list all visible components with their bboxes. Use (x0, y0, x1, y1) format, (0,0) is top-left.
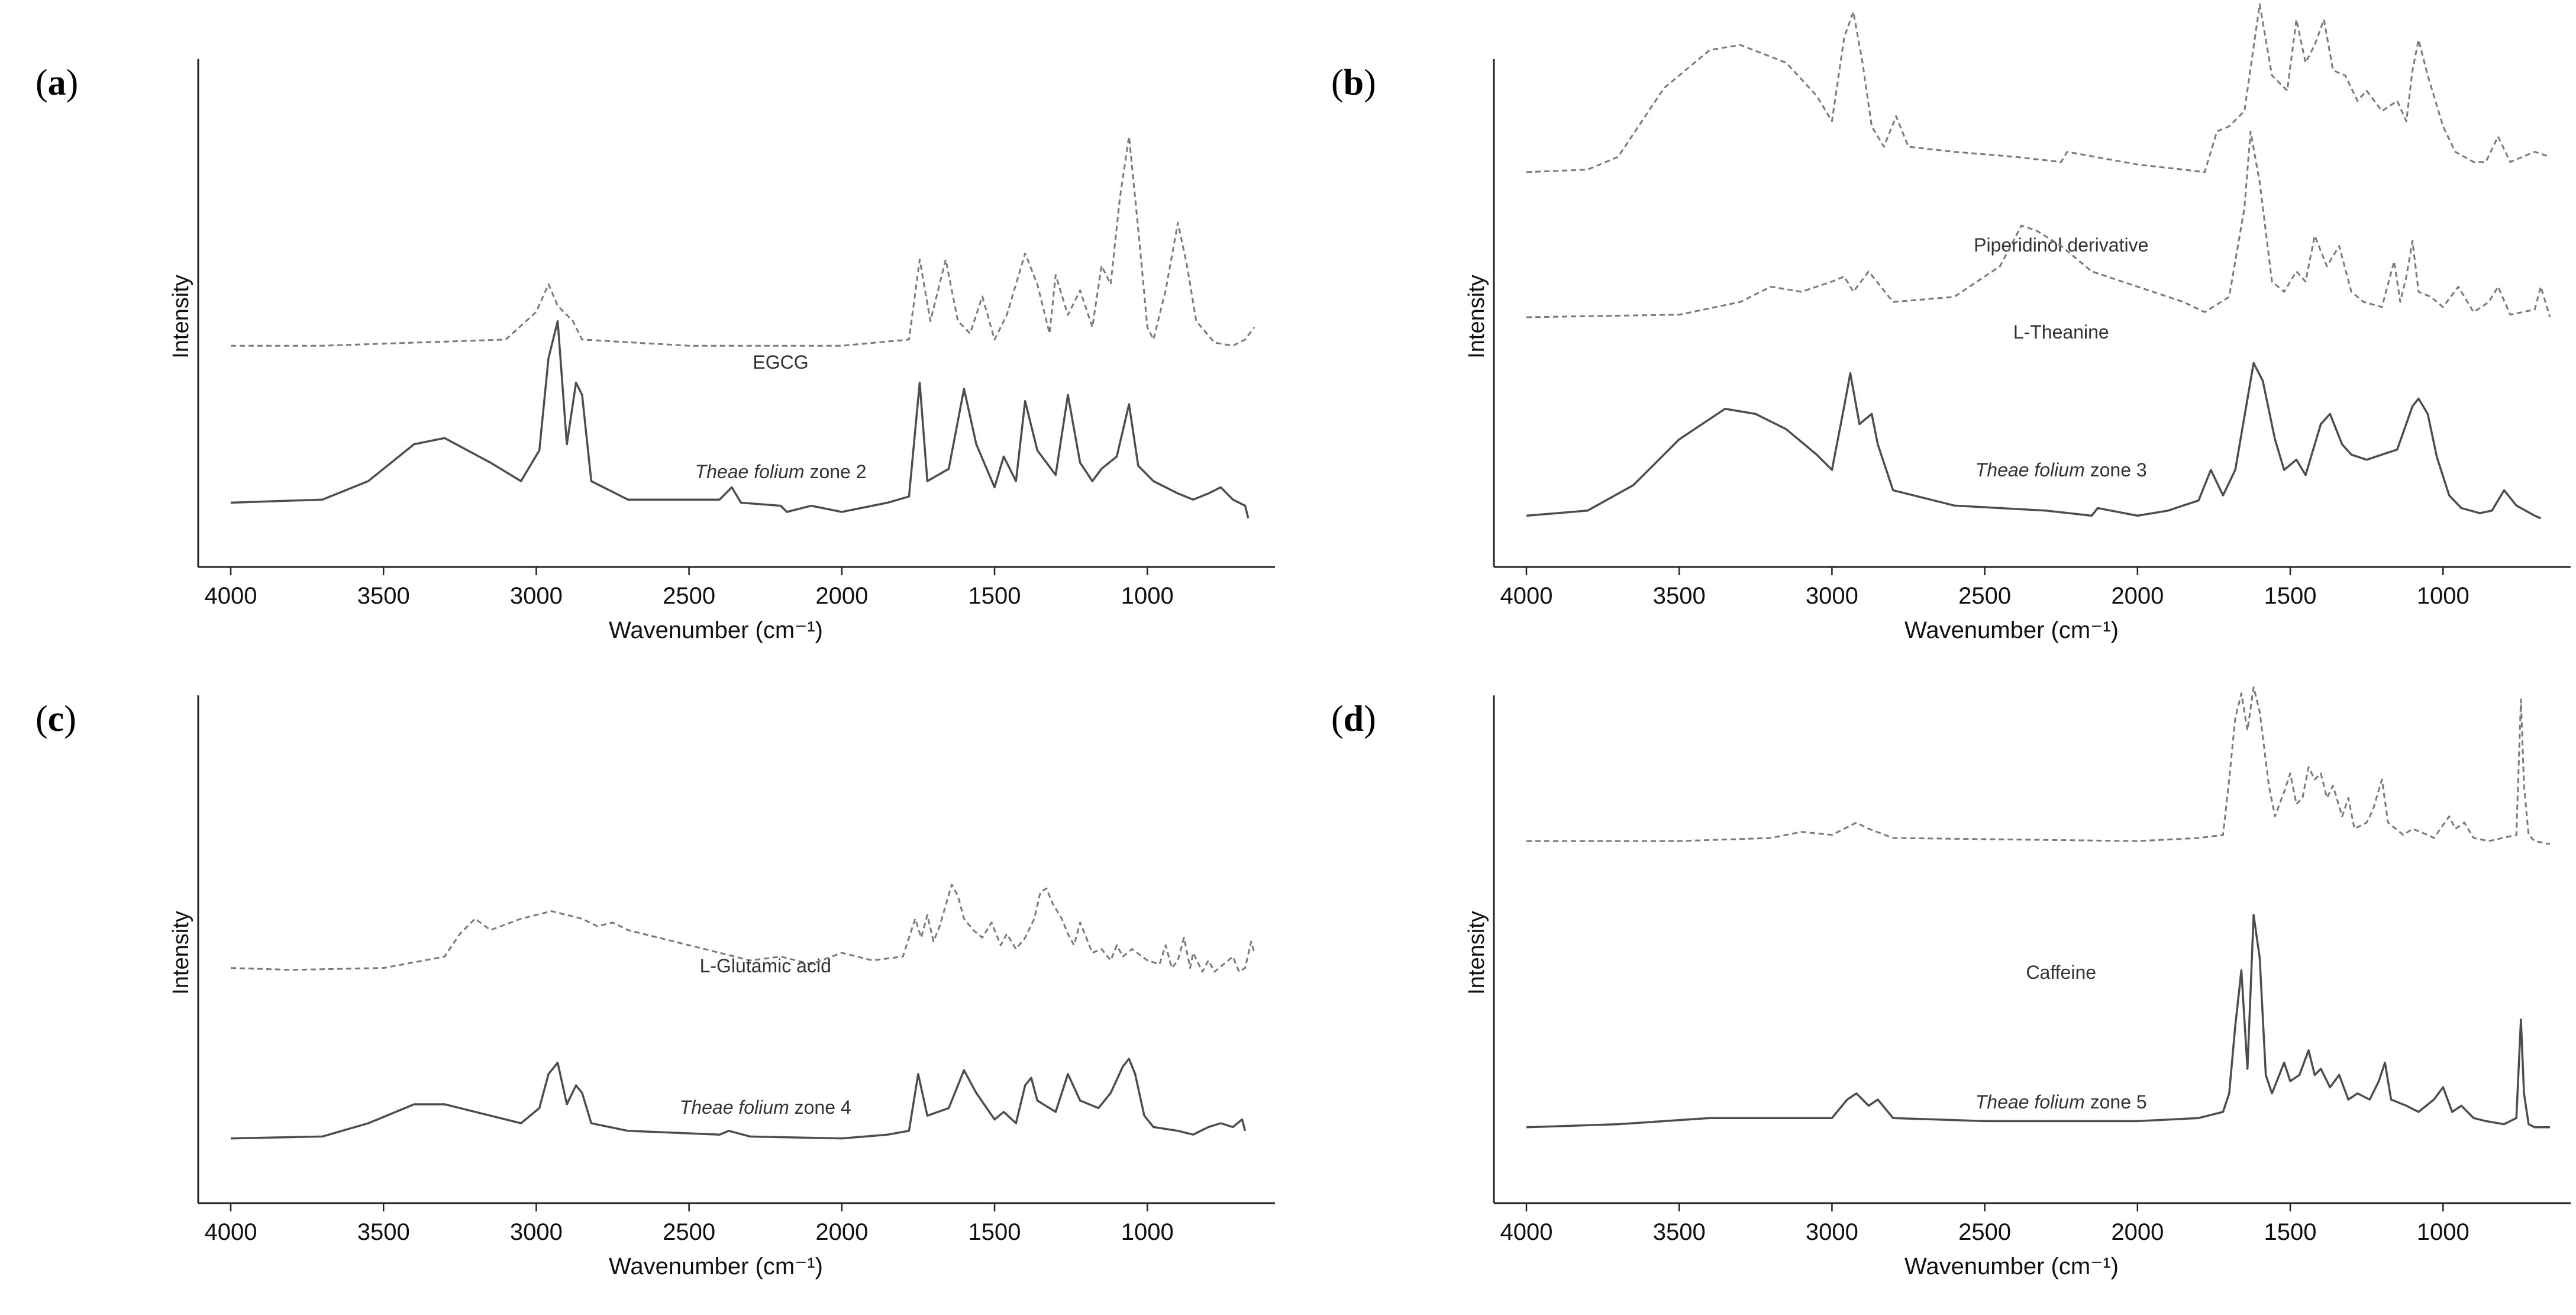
x-tick-label: 1500 (969, 583, 1021, 609)
x-axis-title: Wavenumber (cm⁻¹) (1904, 1253, 2119, 1279)
panel-letter: (b) (1331, 63, 1376, 103)
x-tick-label: 4000 (205, 1219, 257, 1245)
series-label: Theae folium zone 4 (680, 1097, 851, 1118)
x-tick-label: 1500 (969, 1219, 1021, 1245)
panel-letter-part: c (48, 699, 64, 739)
x-tick-label: 2500 (1958, 1219, 2011, 1245)
series-line-3 (1526, 362, 2542, 520)
series-label: Theae folium zone 3 (1975, 459, 2147, 481)
x-tick-label: 3000 (510, 583, 563, 609)
series-line-2 (1526, 914, 2550, 1129)
panel-letter-part: ) (66, 63, 79, 103)
x-tick-label: 4000 (205, 583, 257, 609)
panel-letter-part: ) (1364, 63, 1376, 103)
series-label-part: L-Theanine (2013, 321, 2109, 343)
panel-letter: (d) (1331, 699, 1376, 739)
series-label-part: zone 2 (805, 461, 867, 482)
series-line-2 (1526, 130, 2551, 318)
panel-letter-part: ( (35, 63, 48, 103)
y-axis-title: Intensity (169, 275, 193, 359)
x-tick-label: 2000 (815, 1219, 868, 1245)
x-tick-label: 2000 (2111, 1219, 2164, 1245)
panel-a: (a) Intensity 4000 3500 3000 2500 2000 1500 1000… (35, 59, 1275, 643)
series-line-1 (1526, 3, 2551, 173)
series-label: Theae folium zone 5 (1975, 1091, 2147, 1113)
series-label-part: Theae folium (1975, 1091, 2085, 1113)
x-tick-label: 4000 (1500, 583, 1553, 609)
series-label-part: L-Glutamic acid (700, 955, 831, 976)
series-line-1 (1526, 686, 2551, 845)
y-axis-title: Intensity (1464, 275, 1489, 359)
series-label: Theae folium zone 2 (695, 461, 867, 482)
series-label-part: zone 3 (2085, 459, 2147, 481)
series-label: L-Theanine (2013, 321, 2109, 343)
panel-letter-part: a (48, 63, 66, 103)
series-label: L-Glutamic acid (700, 955, 831, 976)
series-label: EGCG (753, 352, 808, 373)
x-tick-label: 2500 (1958, 583, 2011, 609)
x-tick-label: 1000 (1121, 583, 1174, 609)
panel-letter-part: d (1344, 699, 1364, 739)
x-tick-label: 1000 (1121, 1219, 1174, 1245)
panel-letter-part: ( (1331, 63, 1344, 103)
panel-letter: (a) (35, 63, 78, 103)
series-label-part: Theae folium (680, 1097, 789, 1118)
x-axis-title: Wavenumber (cm⁻¹) (1904, 617, 2119, 643)
x-axis-title: Wavenumber (cm⁻¹) (609, 617, 823, 643)
panel-letter-part: ) (64, 699, 76, 739)
x-tick-label: 3500 (357, 583, 410, 609)
series-line-2 (230, 1058, 1247, 1140)
x-tick-label: 1500 (2264, 583, 2317, 609)
series-label-part: zone 5 (2085, 1091, 2147, 1113)
series-label-part: Caffeine (2026, 962, 2096, 983)
panel-b: (b) Intensity 4000 3500 3000 2500 2000 1500 1000… (1331, 3, 2571, 643)
x-tick-label: 2500 (663, 1219, 715, 1245)
series-label-part: Theae folium (695, 461, 805, 482)
panel-d: (d) Intensity 4000 3500 3000 2500 2000 1500 1000… (1331, 686, 2571, 1279)
x-tick-label: 1000 (2417, 1219, 2470, 1245)
series-line-1 (231, 136, 1255, 347)
x-tick-label: 4000 (1500, 1219, 1553, 1245)
y-axis-title: Intensity (1464, 911, 1489, 995)
x-tick-label: 2000 (2111, 583, 2164, 609)
x-tick-label: 2000 (815, 583, 868, 609)
panel-letter-part: ( (1331, 699, 1344, 739)
series-line-2 (230, 320, 1250, 518)
x-tick-label: 3500 (1653, 583, 1706, 609)
x-tick-label: 3500 (357, 1219, 410, 1245)
x-tick-label: 3000 (1806, 583, 1858, 609)
panel-letter-part: ) (1364, 699, 1376, 739)
x-axis-title: Wavenumber (cm⁻¹) (609, 1253, 823, 1279)
x-tick-label: 3000 (510, 1219, 563, 1245)
panel-c: (c) Intensity 4000 3500 3000 2500 2000 1500 1000… (35, 695, 1275, 1279)
x-tick-label: 3500 (1653, 1219, 1706, 1245)
x-tick-label: 1500 (2264, 1219, 2317, 1245)
panel-letter-part: ( (35, 699, 48, 739)
series-label-part: zone 4 (789, 1097, 851, 1118)
series-label-part: Theae folium (1975, 459, 2085, 481)
series-label: Caffeine (2026, 962, 2096, 983)
x-tick-label: 3000 (1806, 1219, 1858, 1245)
x-tick-label: 2500 (663, 583, 715, 609)
series-label-part: EGCG (753, 352, 808, 373)
x-tick-label: 1000 (2417, 583, 2470, 609)
panel-letter: (c) (35, 699, 76, 739)
y-axis-title: Intensity (169, 911, 193, 995)
panel-letter-part: b (1344, 63, 1364, 103)
